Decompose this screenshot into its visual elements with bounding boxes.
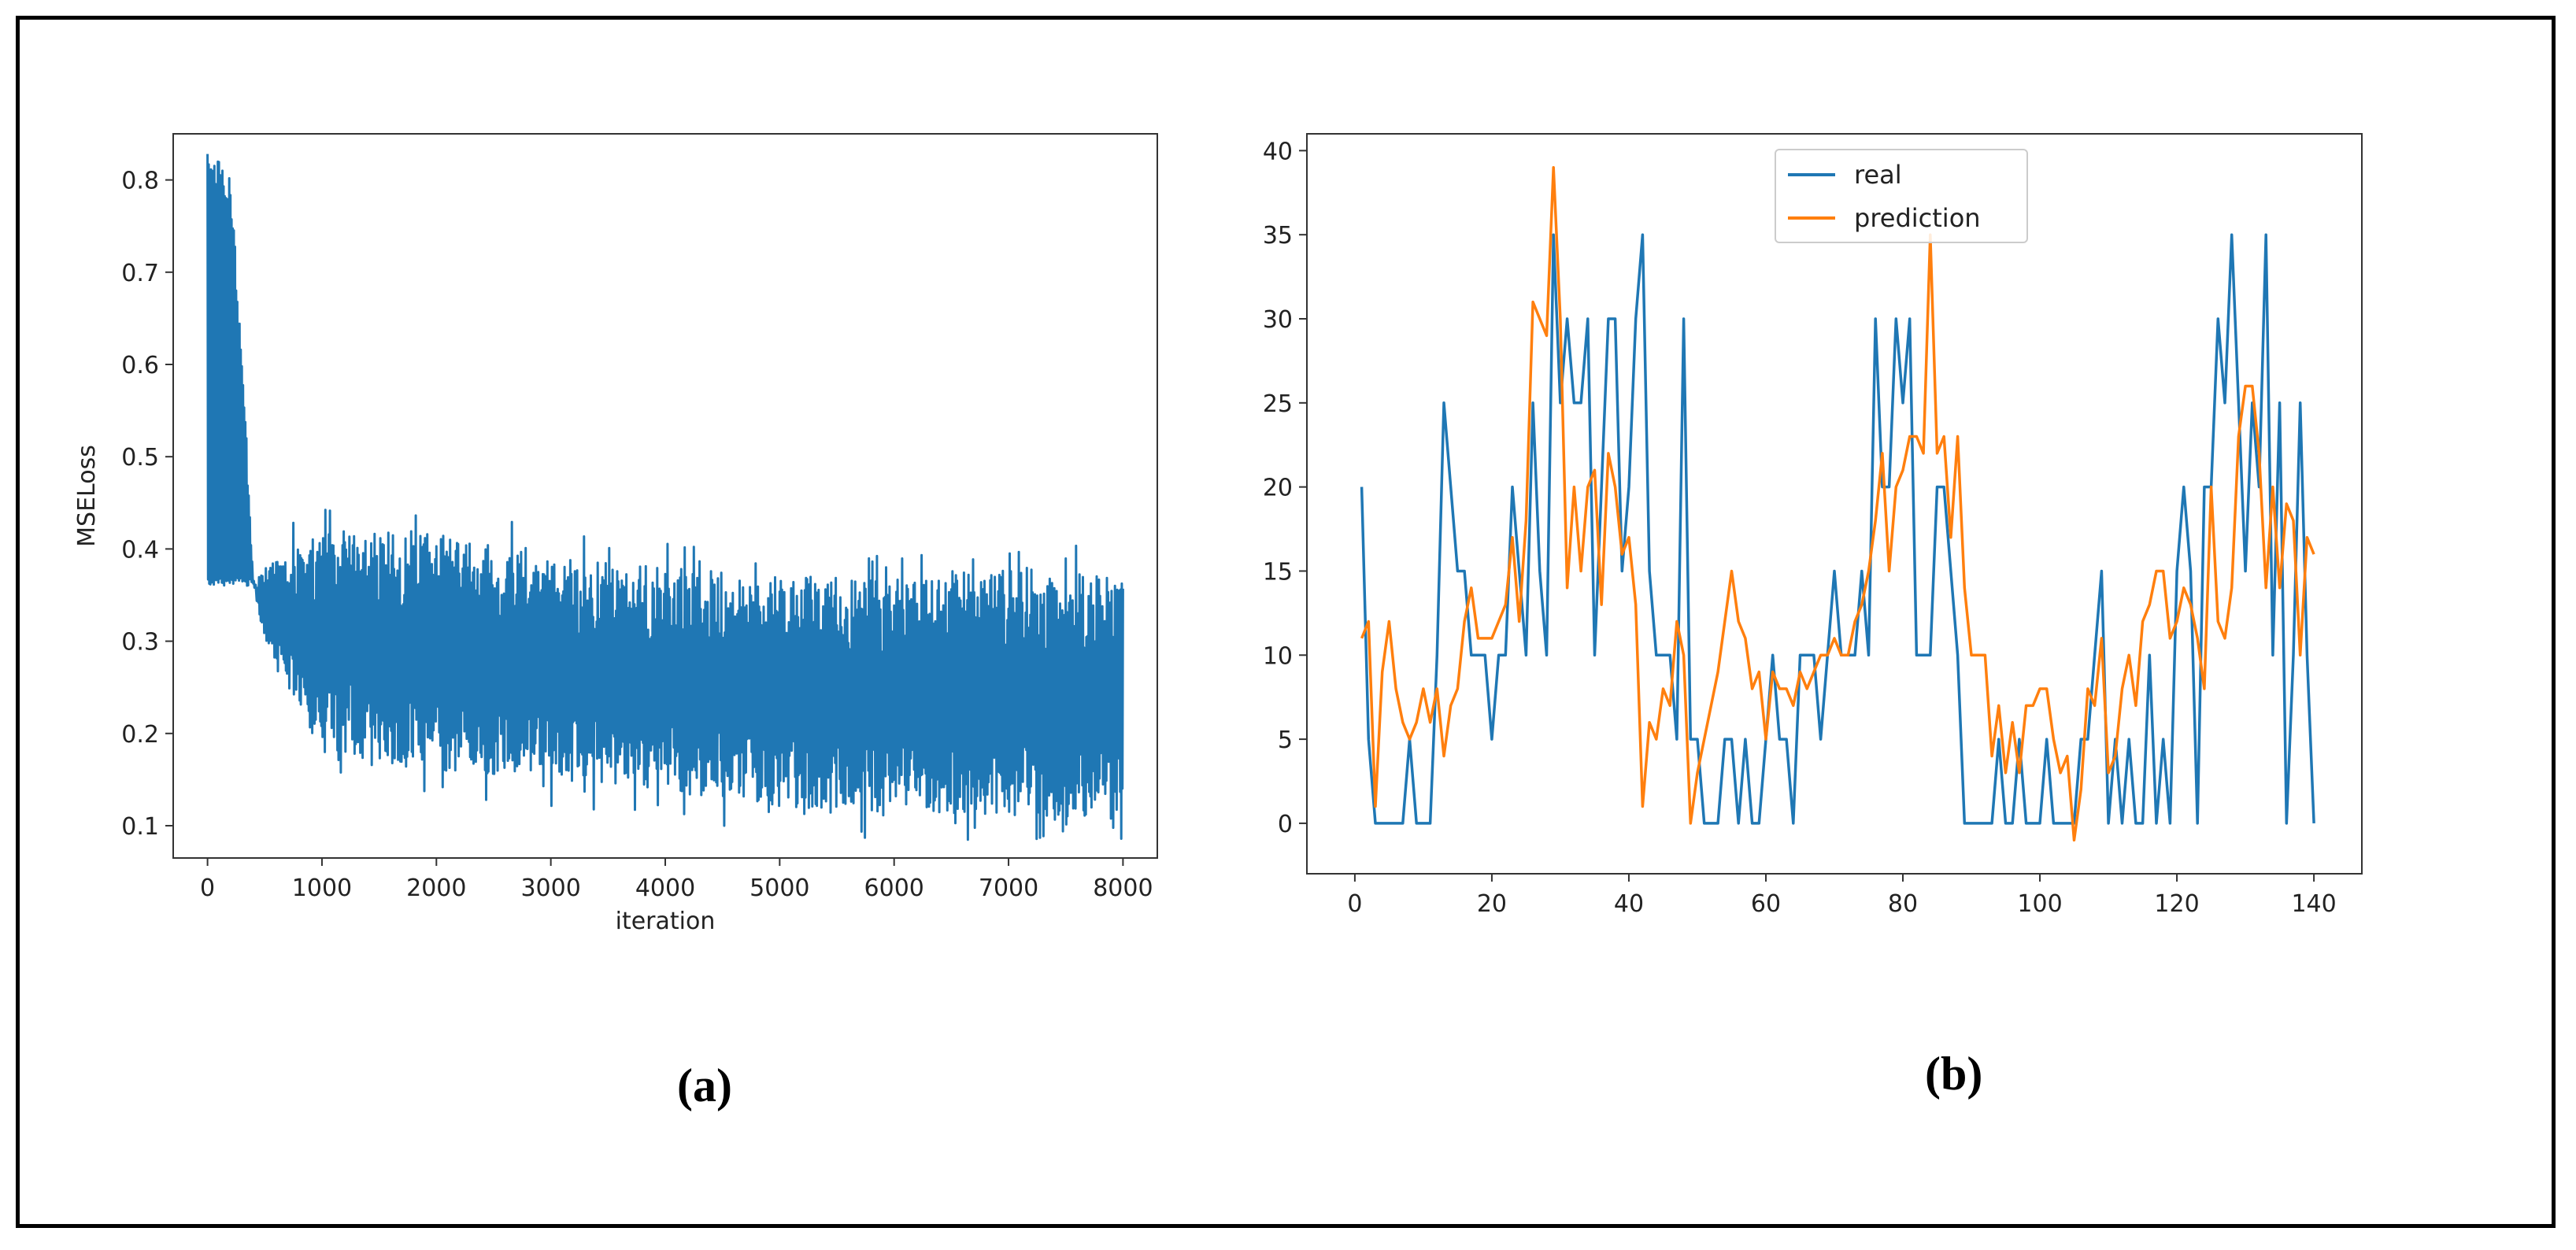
x-tick-label: 4000 xyxy=(635,875,695,902)
legend-label-real: real xyxy=(1854,160,1902,190)
y-tick-label: 15 xyxy=(1263,558,1293,586)
x-tick-label: 2000 xyxy=(406,875,466,902)
legend-box xyxy=(1775,149,2028,243)
x-tick-label: 6000 xyxy=(864,875,924,902)
y-tick-label: 0.2 xyxy=(121,721,159,749)
y-tick-label: 30 xyxy=(1263,306,1293,334)
x-tick-label: 0 xyxy=(200,875,215,902)
y-tick-label: 20 xyxy=(1263,475,1293,502)
y-axis-label: MSELoss xyxy=(73,445,101,547)
x-tick-label: 0 xyxy=(1347,890,1362,918)
x-tick-label: 100 xyxy=(2017,890,2062,918)
y-tick-label: 0.1 xyxy=(121,813,159,841)
panel-label-b: (b) xyxy=(1925,1048,1983,1100)
x-tick-label: 1000 xyxy=(292,875,352,902)
x-tick-label: 7000 xyxy=(979,875,1038,902)
x-tick-label: 60 xyxy=(1751,890,1781,918)
legend-label-prediction: prediction xyxy=(1854,203,1981,233)
y-tick-label: 0.3 xyxy=(121,629,159,656)
y-tick-label: 10 xyxy=(1263,642,1293,670)
x-tick-label: 20 xyxy=(1477,890,1507,918)
x-axis-label: iteration xyxy=(616,908,716,935)
x-tick-label: 120 xyxy=(2154,890,2199,918)
x-tick-label: 8000 xyxy=(1093,875,1153,902)
x-tick-label: 140 xyxy=(2291,890,2336,918)
y-tick-label: 5 xyxy=(1278,727,1293,754)
series-line-prediction xyxy=(1360,165,2315,842)
y-tick-label: 0.4 xyxy=(121,536,159,564)
x-tick-label: 3000 xyxy=(520,875,580,902)
loss-chart: 0 1000 2000 3000 4000 5000 6000 7000 8000 0.1 0.2 0… xyxy=(73,133,1158,935)
x-tick-label: 80 xyxy=(1888,890,1918,918)
figure-frame xyxy=(16,16,2556,1228)
y-tick-label: 0.8 xyxy=(121,168,159,195)
y-tick-label: 35 xyxy=(1263,222,1293,250)
x-tick-label: 5000 xyxy=(749,875,809,902)
panel-label-a: (a) xyxy=(677,1060,732,1111)
y-tick-label: 25 xyxy=(1263,390,1293,418)
loss-series-line xyxy=(206,153,1124,841)
y-tick-label: 0 xyxy=(1278,811,1293,838)
y-tick-label: 0.6 xyxy=(121,352,159,379)
y-tick-label: 40 xyxy=(1263,138,1293,165)
x-tick-label: 40 xyxy=(1614,890,1644,918)
prediction-chart: 0 20 40 60 80 100 120 140 0 5 10 15 20 25 30 35 40 real pr… xyxy=(1263,133,2363,918)
y-tick-label: 0.7 xyxy=(121,260,159,287)
y-tick-label: 0.5 xyxy=(121,444,159,472)
